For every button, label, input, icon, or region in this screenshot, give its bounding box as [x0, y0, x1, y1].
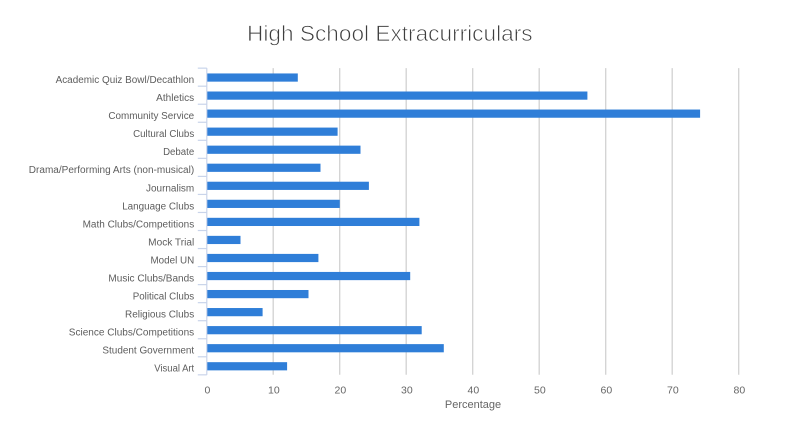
- svg-text:Political Clubs: Political Clubs: [133, 292, 195, 303]
- svg-text:Language Clubs: Language Clubs: [122, 201, 194, 212]
- svg-text:Athletics: Athletics: [156, 93, 194, 104]
- svg-text:Math Clubs/Competitions: Math Clubs/Competitions: [83, 219, 195, 230]
- svg-text:Journalism: Journalism: [146, 183, 194, 194]
- svg-text:60: 60: [601, 384, 613, 396]
- svg-text:30: 30: [401, 384, 413, 396]
- svg-text:0: 0: [204, 384, 210, 396]
- svg-text:40: 40: [468, 384, 480, 396]
- svg-text:Percentage: Percentage: [445, 399, 501, 411]
- svg-text:Model UN: Model UN: [151, 256, 195, 267]
- svg-text:10: 10: [268, 384, 280, 396]
- svg-text:Debate: Debate: [163, 147, 195, 158]
- svg-text:Academic Quiz Bowl/Decathlon: Academic Quiz Bowl/Decathlon: [56, 75, 195, 86]
- svg-text:High School Extracurriculars: High School Extracurriculars: [247, 21, 533, 46]
- svg-text:Student Government: Student Government: [102, 346, 194, 357]
- svg-text:Science Clubs/Competitions: Science Clubs/Competitions: [69, 328, 194, 339]
- svg-text:20: 20: [335, 384, 347, 396]
- svg-text:Religious Clubs: Religious Clubs: [125, 310, 194, 321]
- svg-text:70: 70: [667, 384, 679, 396]
- svg-text:Visual Art: Visual Art: [154, 364, 194, 375]
- svg-text:50: 50: [534, 384, 546, 396]
- svg-text:Mock Trial: Mock Trial: [148, 237, 194, 248]
- svg-text:Cultural Clubs: Cultural Clubs: [133, 129, 194, 140]
- svg-text:Drama/Performing Arts (non-mus: Drama/Performing Arts (non-musical): [29, 165, 194, 176]
- svg-text:80: 80: [734, 384, 746, 396]
- svg-text:Community Service: Community Service: [108, 111, 194, 122]
- svg-text:Music Clubs/Bands: Music Clubs/Bands: [108, 274, 194, 285]
